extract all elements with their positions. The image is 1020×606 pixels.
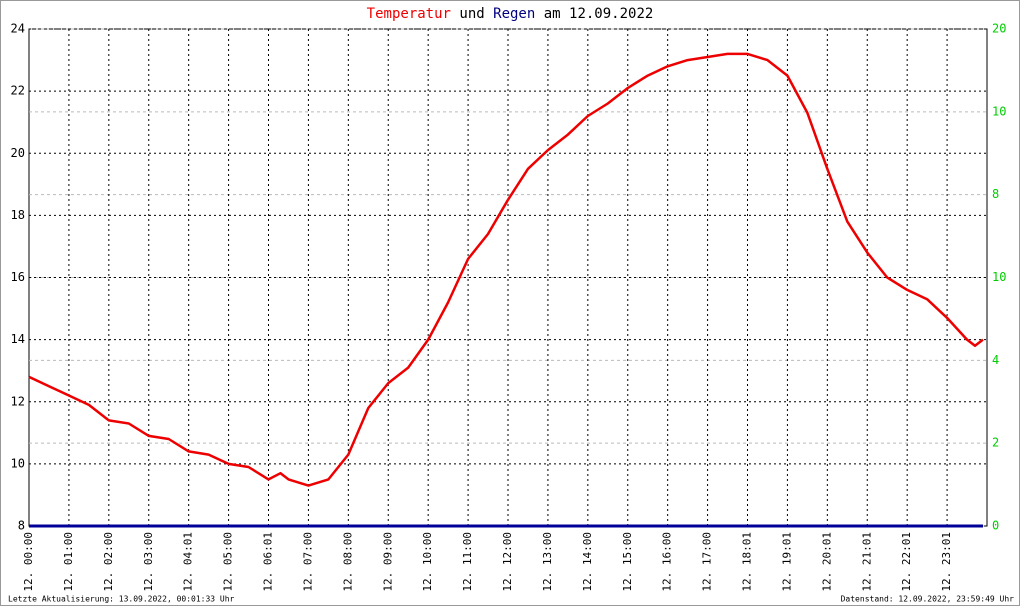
y2-tick-label: 4 — [992, 353, 999, 367]
x-tick-label: 12. 23:01 — [940, 532, 953, 592]
footer-left: Letzte Aktualisierung: 13.09.2022, 00:01… — [8, 595, 235, 604]
y2-tick-label: 8 — [992, 187, 999, 201]
x-tick-label: 12. 04:01 — [182, 532, 195, 592]
y2-tick-label: 2 — [992, 436, 999, 450]
x-tick-label: 12. 08:00 — [341, 532, 354, 592]
x-tick-label: 12. 16:00 — [661, 532, 674, 592]
x-tick-label: 12. 07:00 — [301, 532, 314, 592]
x-tick-label: 12. 06:01 — [262, 532, 275, 592]
y-tick-label: 24 — [11, 22, 25, 36]
plot-area — [28, 28, 988, 527]
x-tick-label: 12. 02:00 — [102, 532, 115, 592]
y-tick-label: 8 — [18, 519, 25, 533]
x-tick-label: 12. 20:01 — [820, 532, 833, 592]
x-tick-label: 12. 17:00 — [701, 532, 714, 592]
series-line — [28, 52, 984, 487]
title-part: am 12.09.2022 — [544, 6, 654, 22]
chart-title: Temperatur und Regen am 12.09.2022 — [367, 6, 654, 22]
y-tick-label: 20 — [11, 146, 25, 160]
x-tick-label: 12. 11:00 — [461, 532, 474, 592]
x-tick-label: 12. 00:00 — [22, 532, 35, 592]
title-part: und — [459, 6, 484, 22]
title-part: Regen — [493, 6, 535, 22]
x-tick-label: 12. 12:00 — [501, 532, 514, 592]
x-tick-label: 12. 09:00 — [381, 532, 394, 592]
x-tick-label: 12. 19:01 — [780, 532, 793, 592]
x-tick-label: 12. 10:00 — [421, 532, 434, 592]
x-tick-label: 12. 21:01 — [860, 532, 873, 592]
x-tick-label: 12. 13:00 — [541, 532, 554, 592]
y-tick-label: 18 — [11, 208, 25, 222]
x-tick-label: 12. 15:00 — [621, 532, 634, 592]
y-tick-label: 16 — [11, 270, 25, 284]
y-tick-label: 22 — [11, 84, 25, 98]
x-tick-label: 12. 18:01 — [741, 532, 754, 592]
y2-tick-label: 10 — [992, 270, 1006, 284]
y2-tick-label: 20 — [992, 22, 1006, 36]
x-tick-label: 12. 01:00 — [62, 532, 75, 592]
footer-right: Datenstand: 12.09.2022, 23:59:49 Uhr — [841, 595, 1015, 604]
x-tick-label: 12. 22:01 — [900, 532, 913, 592]
x-tick-label: 12. 05:00 — [222, 532, 235, 592]
title-part: Temperatur — [367, 6, 451, 22]
x-tick-label: 12. 14:00 — [581, 532, 594, 592]
y2-tick-label: 0 — [992, 519, 999, 533]
y-tick-label: 14 — [11, 332, 25, 346]
y-tick-label: 10 — [11, 456, 25, 470]
y2-tick-label: 10 — [992, 104, 1006, 118]
x-tick-label: 12. 03:00 — [142, 532, 155, 592]
y-tick-label: 12 — [11, 394, 25, 408]
